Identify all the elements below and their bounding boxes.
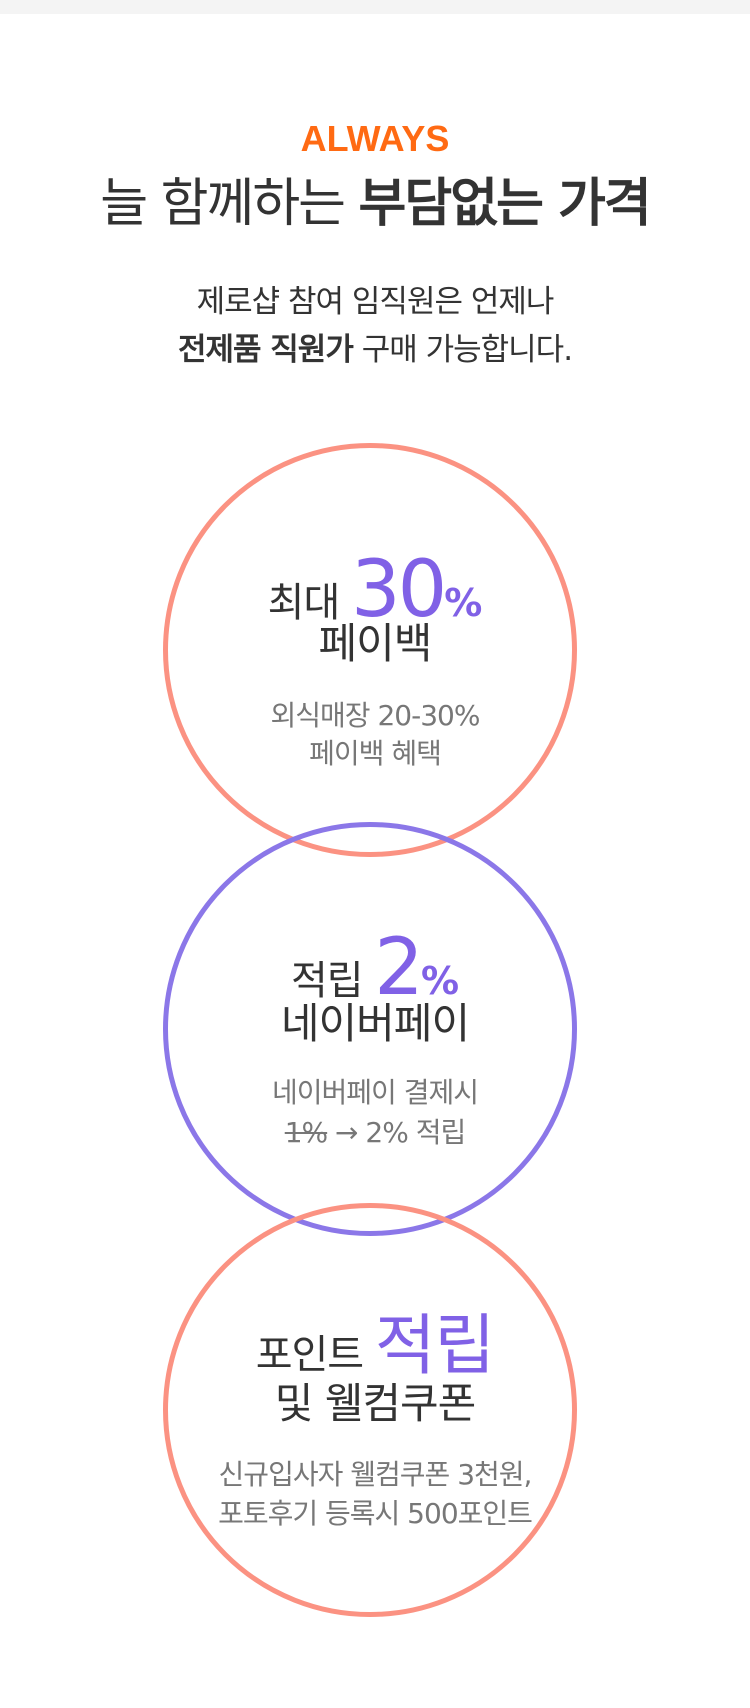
points-desc-line-1: 신규입사자 웰컴쿠폰 3천원, [218,1458,533,1491]
payback-heading: 최대 30% [0,551,750,633]
section-eyebrow: ALWAYS [300,118,450,159]
headline-bold: 부담없는 가격 [358,174,652,234]
naverpay-desc-line-1: 네이버페이 결제시 [272,1076,479,1109]
benefit-circle-points [163,1203,577,1617]
naverpay-heading: 적립 2% [0,929,750,1011]
naverpay-new-rate: → 2% 적립 [327,1116,466,1149]
naverpay-old-rate: 1% [284,1116,328,1149]
top-divider-bar [0,0,750,14]
subtext-line-2-bold: 전제품 직원가 [177,332,354,368]
payback-rate-unit: % [444,581,483,625]
payback-desc-line-2: 페이백 혜택 [309,737,442,770]
naverpay-title: 네이버페이 [280,999,470,1048]
naverpay-desc-line-2: 1% → 2% 적립 [0,1114,750,1152]
points-accent-word: 적립 [374,1307,495,1384]
payback-title: 페이백 [318,619,433,668]
section-headline: 늘 함께하는 부담없는 가격 [0,172,750,236]
points-desc-line-2: 포토후기 등록시 500포인트 [218,1497,533,1530]
naverpay-rate-number: 2 [374,923,424,1013]
payback-desc-line-1: 외식매장 20-30% [270,699,481,732]
section-subtext: 제로샵 참여 임직원은 언제나 전제품 직원가 구매 가능합니다. [0,278,750,374]
points-heading: 포인트 적립 [0,1313,750,1385]
payback-rate: 30% [351,545,482,635]
payback-rate-number: 30 [350,545,447,635]
subtext-line-2: 전제품 직원가 구매 가능합니다. [0,326,750,374]
naverpay-rate: 2% [374,923,459,1013]
naverpay-rate-unit: % [420,959,460,1003]
payback-prefix: 최대 [267,580,351,626]
subtext-line-1: 제로샵 참여 임직원은 언제나 [196,284,555,320]
headline-regular: 늘 함께하는 [100,174,359,234]
points-prefix: 포인트 [255,1332,375,1378]
subtext-line-2-rest: 구매 가능합니다. [352,332,573,368]
naverpay-prefix: 적립 [290,958,375,1004]
points-title: 및 웰컴쿠폰 [274,1379,477,1428]
